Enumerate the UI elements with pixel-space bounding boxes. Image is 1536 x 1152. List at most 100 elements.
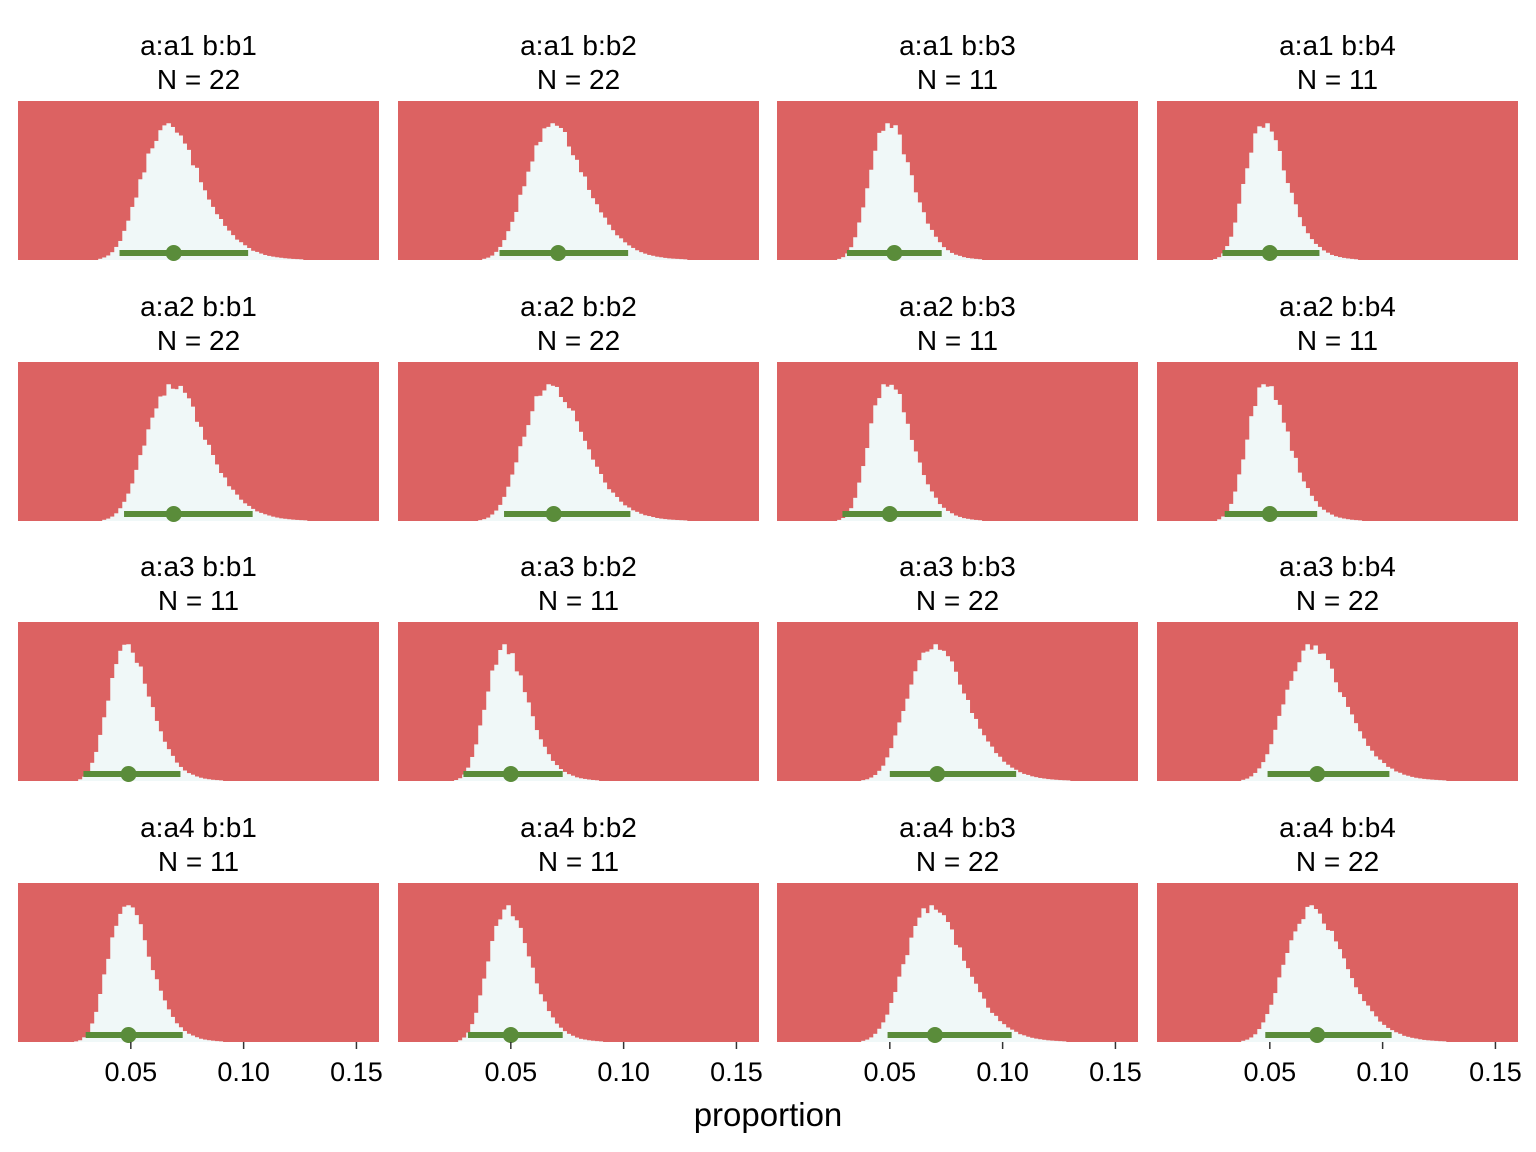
histogram-bin: [546, 754, 551, 781]
histogram-bin: [678, 520, 684, 521]
histogram-bin: [198, 182, 204, 260]
histogram-bin: [1305, 906, 1310, 1042]
histogram-bin: [1345, 706, 1351, 781]
histogram-bin: [869, 423, 874, 521]
histogram-bin: [1285, 183, 1290, 260]
histogram-bin: [278, 257, 284, 260]
histogram-bin: [1393, 771, 1399, 781]
histogram-bin: [566, 1033, 571, 1042]
histogram-bin: [1265, 386, 1270, 521]
histogram-bin: [889, 128, 894, 260]
histogram-bin: [530, 411, 535, 521]
histogram-bin: [1421, 1039, 1427, 1042]
histogram-bin: [218, 219, 224, 260]
histogram-bin: [490, 670, 495, 781]
histogram-bin: [158, 731, 163, 781]
histogram-bin: [498, 650, 503, 781]
facet-panel: a:a1 b:b1N = 22: [18, 30, 379, 261]
histogram-bin: [578, 1038, 584, 1042]
facet-panel: a:a4 b:b1N = 11: [18, 812, 379, 1043]
histogram-bin: [1237, 474, 1242, 521]
histogram-bin: [1433, 1040, 1439, 1042]
histogram-bin: [462, 1037, 467, 1042]
histogram-bin: [146, 153, 151, 260]
histogram-bin: [973, 718, 979, 781]
facet-panel: a:a2 b:b2N = 22: [398, 291, 759, 522]
histogram-bin: [254, 511, 260, 521]
histogram-bin: [1305, 488, 1310, 521]
histogram-bin: [941, 247, 946, 260]
histogram-bin: [1281, 964, 1286, 1042]
histogram-bin: [1293, 671, 1298, 781]
histogram-bin: [122, 906, 127, 1042]
histogram-bin: [594, 1041, 600, 1042]
histogram-bin: [658, 518, 664, 521]
histogram-bin: [162, 125, 167, 260]
histogram-bin: [1309, 649, 1314, 781]
histogram-bin: [1345, 258, 1351, 260]
histogram-bin: [542, 746, 547, 781]
histogram-bin: [1037, 777, 1043, 781]
histogram-bin: [953, 254, 958, 260]
histogram-bin: [1329, 930, 1334, 1042]
histogram-bin: [210, 1040, 216, 1042]
histogram-bin: [1253, 406, 1258, 521]
histogram-bin: [546, 126, 551, 261]
histogram-bin: [142, 172, 147, 260]
histogram-bin: [570, 155, 575, 260]
histogram-bin: [1373, 756, 1379, 781]
histogram-bin: [1237, 203, 1242, 260]
histogram-bin: [1245, 1039, 1250, 1042]
histogram-bin: [586, 449, 592, 521]
facet-panel: a:a4 b:b2N = 11: [398, 812, 759, 1043]
histogram-bin: [670, 258, 676, 260]
histogram-bin: [1317, 246, 1322, 260]
histogram-bin: [1289, 192, 1294, 260]
histogram-bin: [1317, 653, 1322, 781]
histogram-bin: [861, 1040, 866, 1042]
histogram-bin: [202, 439, 208, 521]
histogram-bin: [989, 746, 995, 781]
histogram-bin: [993, 1015, 999, 1042]
histogram-bin: [905, 423, 910, 521]
histogram-bin: [1305, 644, 1310, 781]
facet-n-label: N = 22: [157, 64, 240, 95]
histogram-bin: [110, 516, 115, 521]
histogram-bin: [286, 258, 292, 260]
histogram-bin: [1285, 953, 1290, 1042]
histogram-bin: [554, 386, 559, 521]
facet-title: a:a1 b:b2: [520, 30, 637, 61]
histogram-bin: [98, 734, 103, 781]
histogram-bin: [78, 1040, 83, 1042]
histogram-bin: [562, 1031, 567, 1042]
histogram-bin: [198, 1038, 204, 1042]
histogram-bin: [582, 440, 588, 521]
histogram-bin: [534, 145, 539, 260]
histogram-bin: [1273, 399, 1278, 521]
histogram-bin: [634, 511, 640, 521]
histogram-bin: [1013, 1031, 1019, 1042]
histogram-bin: [1329, 254, 1334, 260]
x-tick-label: 0.05: [1244, 1057, 1297, 1087]
histogram-bin: [182, 1031, 187, 1042]
histogram-bin: [570, 410, 575, 521]
histogram-bin: [194, 167, 199, 260]
histogram-bin: [526, 171, 531, 260]
histogram-bin: [178, 385, 183, 521]
histogram-bin: [1301, 481, 1306, 521]
histogram-bin: [1309, 905, 1314, 1042]
histogram-bin: [957, 947, 963, 1042]
histogram-bin: [1325, 512, 1330, 521]
histogram-bin: [202, 778, 208, 781]
histogram-bin: [574, 777, 579, 781]
x-tick-label: 0.15: [1469, 1057, 1522, 1087]
histogram-bin: [510, 916, 515, 1042]
histogram-bin: [502, 909, 507, 1042]
histogram-bin: [945, 250, 950, 260]
histogram-bin: [925, 223, 930, 260]
histogram-bin: [865, 448, 870, 521]
point-estimate: [120, 766, 137, 782]
histogram-bin: [550, 385, 555, 521]
histogram-bin: [630, 247, 636, 260]
histogram-bin: [186, 773, 191, 781]
